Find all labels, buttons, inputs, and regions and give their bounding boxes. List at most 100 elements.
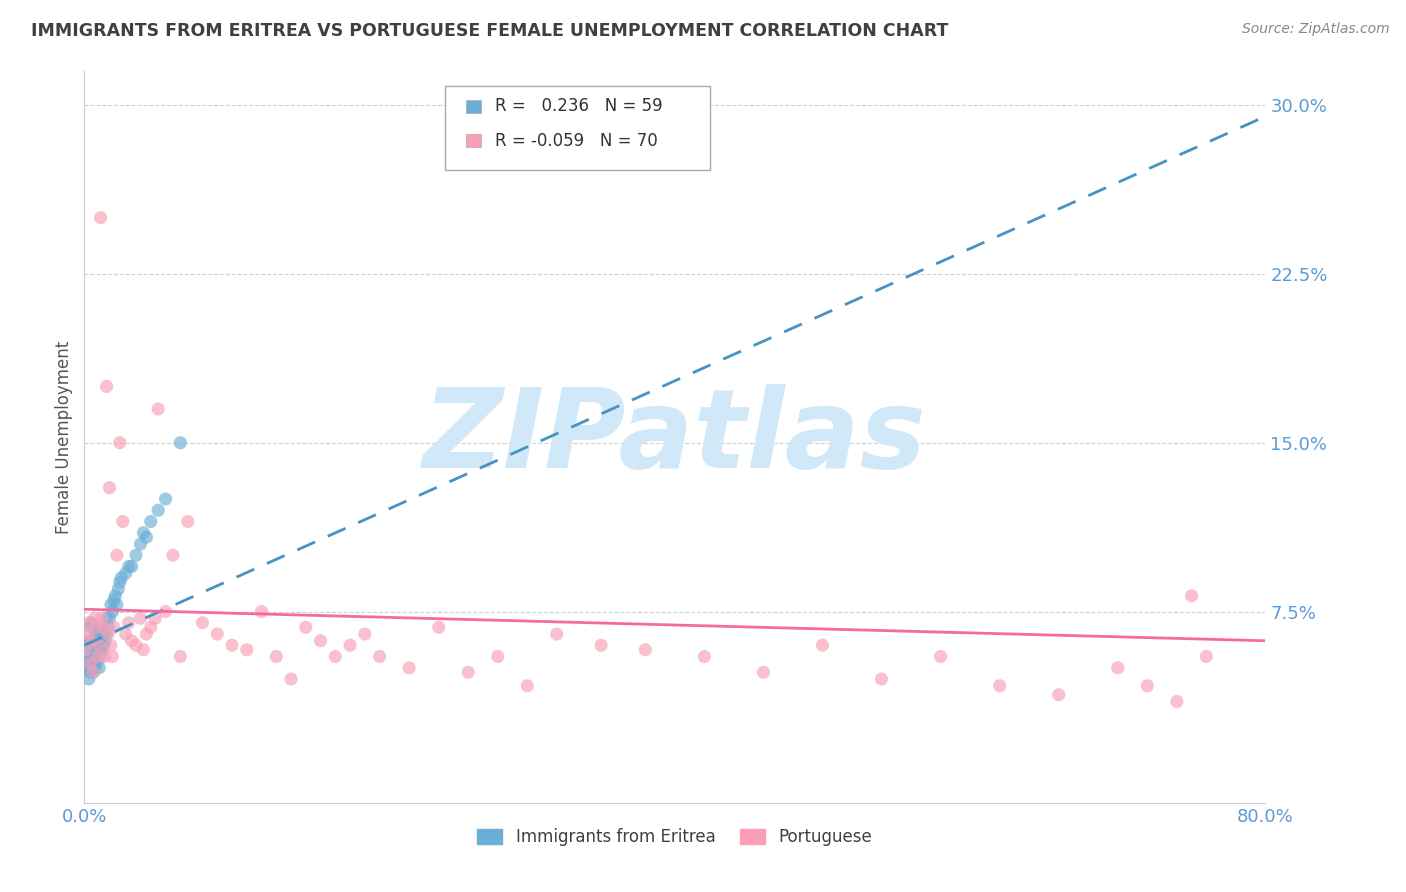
Portuguese (354, 627, 377, 641)
Immigrants from Eritrea (76, 633, 98, 648)
Portuguese (91, 611, 114, 625)
Immigrants from Eritrea (148, 503, 170, 517)
Portuguese (84, 620, 107, 634)
Portuguese (457, 665, 479, 680)
Portuguese (1166, 694, 1188, 708)
Portuguese (129, 611, 152, 625)
Portuguese (103, 620, 125, 634)
Portuguese (162, 548, 184, 562)
Immigrants from Eritrea (82, 633, 104, 648)
Y-axis label: Female Unemployment: Female Unemployment (55, 341, 73, 533)
Portuguese (486, 649, 509, 664)
Immigrants from Eritrea (93, 638, 115, 652)
Portuguese (76, 627, 98, 641)
Immigrants from Eritrea (83, 661, 105, 675)
Immigrants from Eritrea (87, 642, 111, 657)
Portuguese (105, 548, 128, 562)
Portuguese (516, 679, 538, 693)
Immigrants from Eritrea (79, 638, 101, 652)
Portuguese (98, 481, 121, 495)
FancyBboxPatch shape (465, 100, 481, 113)
Text: IMMIGRANTS FROM ERITREA VS PORTUGUESE FEMALE UNEMPLOYMENT CORRELATION CHART: IMMIGRANTS FROM ERITREA VS PORTUGUESE FE… (31, 22, 948, 40)
Portuguese (125, 638, 148, 652)
FancyBboxPatch shape (444, 86, 710, 170)
Immigrants from Eritrea (87, 661, 111, 675)
Portuguese (114, 627, 136, 641)
Immigrants from Eritrea (93, 620, 115, 634)
Portuguese (86, 649, 108, 664)
Immigrants from Eritrea (94, 633, 117, 648)
Portuguese (87, 638, 111, 652)
Immigrants from Eritrea (139, 515, 162, 529)
Immigrants from Eritrea (82, 665, 104, 680)
Immigrants from Eritrea (84, 657, 107, 671)
Portuguese (693, 649, 716, 664)
Immigrants from Eritrea (86, 649, 108, 664)
Portuguese (191, 615, 214, 630)
Immigrants from Eritrea (79, 620, 101, 634)
Immigrants from Eritrea (90, 633, 112, 648)
Portuguese (143, 611, 166, 625)
Portuguese (118, 615, 141, 630)
FancyBboxPatch shape (465, 135, 481, 147)
Text: Source: ZipAtlas.com: Source: ZipAtlas.com (1241, 22, 1389, 37)
Immigrants from Eritrea (80, 615, 103, 630)
Legend: Immigrants from Eritrea, Portuguese: Immigrants from Eritrea, Portuguese (471, 822, 879, 853)
Immigrants from Eritrea (83, 620, 105, 634)
Immigrants from Eritrea (82, 649, 104, 664)
Portuguese (96, 379, 118, 393)
Portuguese (811, 638, 834, 652)
Immigrants from Eritrea (79, 649, 101, 664)
Portuguese (97, 627, 120, 641)
Portuguese (221, 638, 243, 652)
Immigrants from Eritrea (83, 638, 105, 652)
Text: R = -0.059   N = 70: R = -0.059 N = 70 (495, 132, 658, 150)
Immigrants from Eritrea (118, 559, 141, 574)
Portuguese (1047, 688, 1070, 702)
Portuguese (250, 605, 273, 619)
Text: R =   0.236   N = 59: R = 0.236 N = 59 (495, 97, 662, 115)
Immigrants from Eritrea (84, 627, 107, 641)
Immigrants from Eritrea (121, 559, 143, 574)
Immigrants from Eritrea (80, 661, 103, 675)
Portuguese (427, 620, 450, 634)
Portuguese (108, 435, 131, 450)
Portuguese (309, 633, 332, 648)
Immigrants from Eritrea (77, 672, 100, 686)
Immigrants from Eritrea (96, 611, 118, 625)
Immigrants from Eritrea (91, 627, 114, 641)
Portuguese (135, 627, 157, 641)
Immigrants from Eritrea (77, 638, 100, 652)
Immigrants from Eritrea (125, 548, 148, 562)
Immigrants from Eritrea (90, 649, 112, 664)
Immigrants from Eritrea (107, 582, 129, 596)
Immigrants from Eritrea (84, 638, 107, 652)
Portuguese (101, 649, 124, 664)
Portuguese (90, 211, 112, 225)
Portuguese (929, 649, 952, 664)
Portuguese (870, 672, 893, 686)
Immigrants from Eritrea (169, 435, 191, 450)
Immigrants from Eritrea (98, 611, 121, 625)
Portuguese (94, 649, 117, 664)
Immigrants from Eritrea (97, 620, 120, 634)
Portuguese (100, 638, 122, 652)
Portuguese (752, 665, 775, 680)
Portuguese (634, 642, 657, 657)
Portuguese (236, 642, 259, 657)
Portuguese (111, 515, 134, 529)
Text: ZIPatlas: ZIPatlas (423, 384, 927, 491)
Portuguese (368, 649, 391, 664)
Portuguese (591, 638, 613, 652)
Portuguese (546, 627, 568, 641)
Immigrants from Eritrea (103, 593, 125, 607)
Portuguese (148, 401, 170, 416)
Portuguese (83, 611, 105, 625)
Portuguese (1107, 661, 1129, 675)
Immigrants from Eritrea (86, 633, 108, 648)
Immigrants from Eritrea (129, 537, 152, 551)
Immigrants from Eritrea (105, 598, 128, 612)
Immigrants from Eritrea (96, 627, 118, 641)
Immigrants from Eritrea (104, 589, 127, 603)
Portuguese (93, 620, 115, 634)
